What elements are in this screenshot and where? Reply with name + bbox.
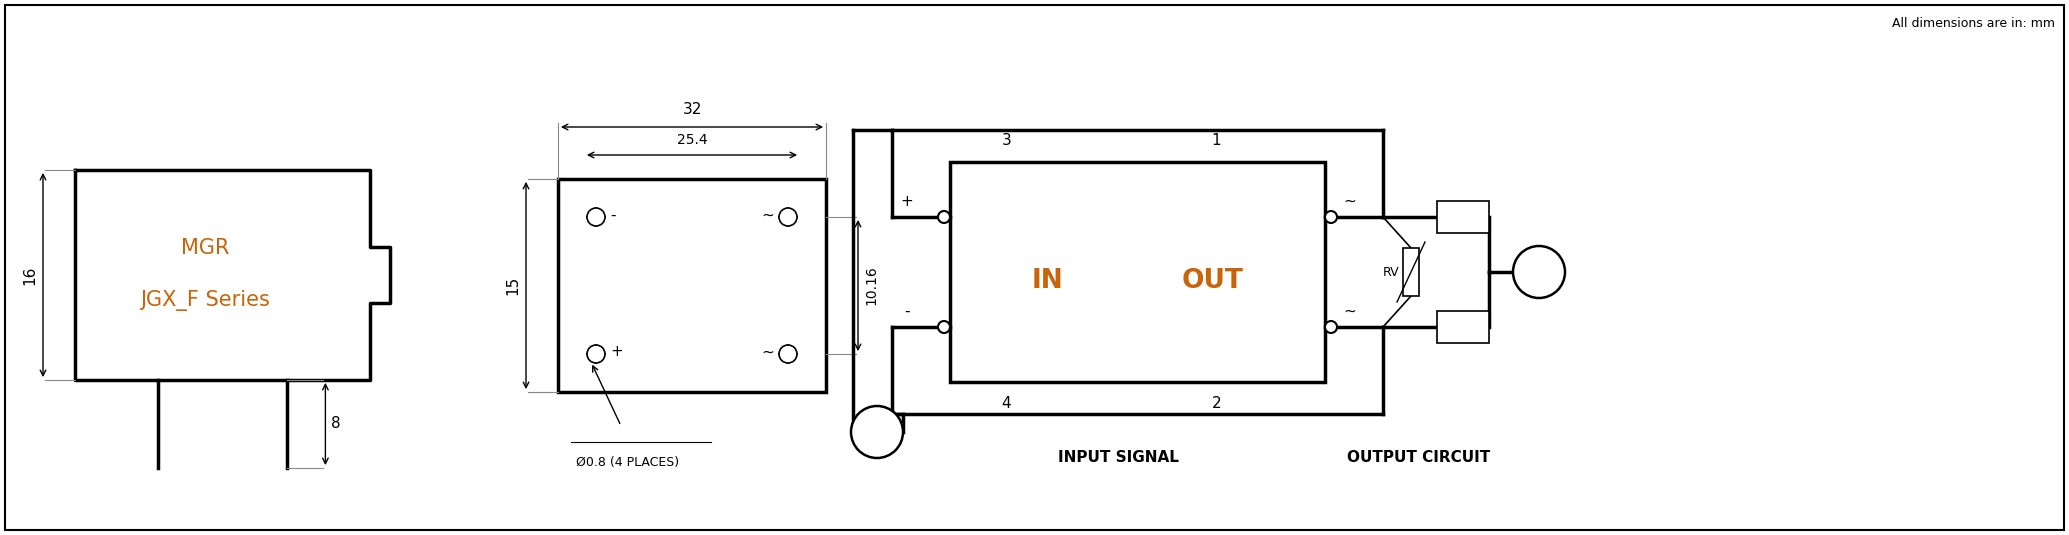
Text: +: + [871, 417, 881, 431]
Bar [559, 179, 826, 392]
Text: OUT: OUT [1181, 268, 1243, 294]
Text: JGX_F Series: JGX_F Series [141, 289, 269, 311]
Text: 2: 2 [1459, 331, 1467, 341]
Text: MGR: MGR [180, 238, 230, 258]
Circle shape [1324, 321, 1337, 333]
Text: 2: 2 [1212, 396, 1221, 411]
Text: 8: 8 [331, 417, 341, 432]
Bar [1403, 248, 1419, 296]
Text: -: - [875, 433, 879, 447]
Text: All dimensions are in: mm: All dimensions are in: mm [1891, 17, 2055, 30]
Circle shape [780, 345, 797, 363]
Text: 16: 16 [23, 265, 37, 285]
Circle shape [588, 208, 604, 226]
Text: RV: RV [1382, 265, 1399, 279]
Circle shape [1512, 246, 1564, 298]
Text: ~: ~ [761, 208, 774, 223]
Circle shape [850, 406, 902, 458]
Text: 1: 1 [1212, 133, 1221, 148]
Circle shape [1324, 211, 1337, 223]
Text: IN: IN [1032, 268, 1063, 294]
Bar [1438, 311, 1490, 343]
Text: OUTPUT CIRCUIT: OUTPUT CIRCUIT [1347, 450, 1490, 465]
Text: ~: ~ [761, 345, 774, 360]
Text: 15: 15 [505, 276, 519, 295]
Bar [1438, 201, 1490, 233]
Circle shape [588, 345, 604, 363]
Text: -: - [610, 208, 614, 223]
Text: 3: 3 [1001, 133, 1012, 148]
Text: ~: ~ [1343, 304, 1355, 319]
Text: +: + [610, 345, 623, 360]
Circle shape [937, 211, 950, 223]
Text: ~: ~ [1529, 262, 1548, 282]
Text: ~: ~ [1343, 194, 1355, 209]
Text: +: + [900, 194, 912, 209]
Circle shape [937, 321, 950, 333]
Text: Ø0.8 (4 PLACES): Ø0.8 (4 PLACES) [575, 456, 679, 469]
Text: Load: Load [1448, 205, 1477, 219]
Text: -: - [904, 304, 910, 319]
Text: 32: 32 [683, 102, 701, 117]
Bar [950, 162, 1324, 382]
Text: Load: Load [1448, 316, 1477, 328]
Text: 10.16: 10.16 [865, 265, 877, 305]
Text: 4: 4 [1001, 396, 1012, 411]
Text: INPUT SIGNAL: INPUT SIGNAL [1059, 450, 1179, 465]
Text: 1: 1 [1459, 221, 1467, 231]
Circle shape [780, 208, 797, 226]
Text: 25.4: 25.4 [677, 133, 708, 147]
